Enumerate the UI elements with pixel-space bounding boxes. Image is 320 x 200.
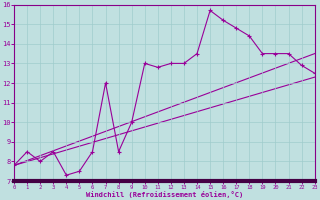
X-axis label: Windchill (Refroidissement éolien,°C): Windchill (Refroidissement éolien,°C) bbox=[86, 191, 243, 198]
